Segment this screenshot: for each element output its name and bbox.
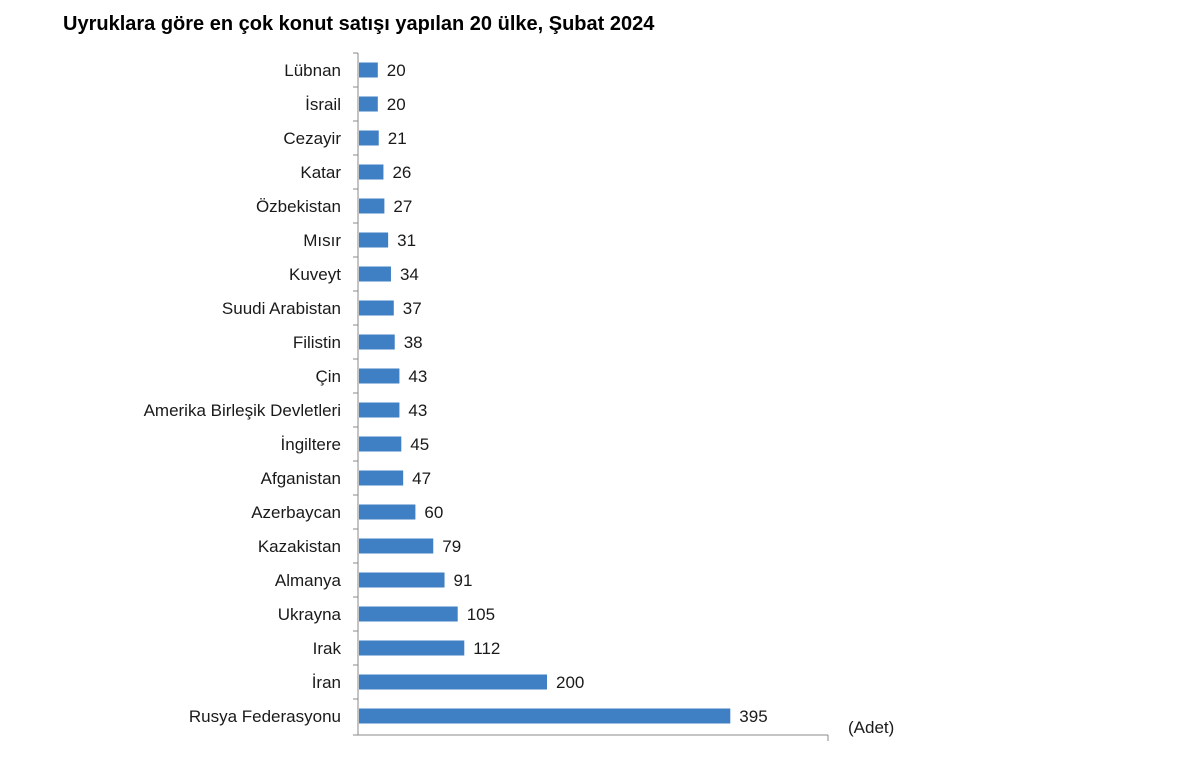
category-label: Azerbaycan [251,503,341,522]
bar [359,96,378,112]
value-label: 47 [412,469,431,488]
category-label: Kuveyt [289,265,341,284]
bar [359,198,385,214]
category-label: Çin [315,367,341,386]
bar [359,300,394,316]
bar [359,402,400,418]
bar [359,130,379,146]
bar [359,606,458,622]
category-label: Rusya Federasyonu [189,707,341,726]
bar [359,266,391,282]
value-label: 112 [473,639,500,658]
value-label: 37 [403,299,422,318]
bar [359,504,416,520]
value-label: 45 [410,435,429,454]
category-label: Lübnan [284,61,341,80]
category-label: İsrail [305,95,341,114]
bar [359,572,445,588]
bar [359,470,404,486]
category-label: İngiltere [281,435,341,454]
value-label: 395 [739,707,767,726]
value-label: 79 [442,537,461,556]
category-label: Mısır [303,231,341,250]
category-label: Afganistan [261,469,341,488]
value-label: 34 [400,265,419,284]
value-label: 21 [388,129,407,148]
bar [359,164,384,180]
value-label: 26 [392,163,411,182]
chart-title: Uyruklara göre en çok konut satışı yapıl… [63,13,655,35]
category-label: Irak [313,639,342,658]
category-labels: Lübnan İsrail Cezayir Katar Özbekistan Mısır K… [144,61,342,726]
category-label: Filistin [293,333,341,352]
value-label: 27 [393,197,412,216]
value-label: 20 [387,95,406,114]
category-label: İran [312,673,341,692]
bar [359,334,395,350]
bar [359,640,465,656]
bar [359,708,731,724]
value-label: 60 [424,503,443,522]
category-label: Katar [300,163,341,182]
bar [359,436,402,452]
value-label: 91 [454,571,473,590]
value-label: 43 [408,367,427,386]
unit-label: (Adet) [848,718,894,737]
bar [359,674,547,690]
value-label: 200 [556,673,584,692]
category-label: Suudi Arabistan [222,299,341,318]
category-label: Kazakistan [258,537,341,556]
value-label: 20 [387,61,406,80]
category-label: Cezayir [283,129,341,148]
category-label: Almanya [275,571,342,590]
value-label: 43 [408,401,427,420]
bar [359,368,400,384]
bar [359,538,434,554]
chart-axes [353,52,829,741]
category-label: Özbekistan [256,197,341,216]
value-label: 38 [404,333,423,352]
bar [359,232,389,248]
category-label: Amerika Birleşik Devletleri [144,401,341,420]
value-label: 105 [467,605,495,624]
chart-bars [359,62,731,724]
category-label: Ukrayna [278,605,342,624]
value-labels: 20 20 21 26 27 31 34 37 38 43 43 45 47 60 79 91 105 112 20… [387,61,768,726]
bar [359,62,378,78]
value-label: 31 [397,231,416,250]
